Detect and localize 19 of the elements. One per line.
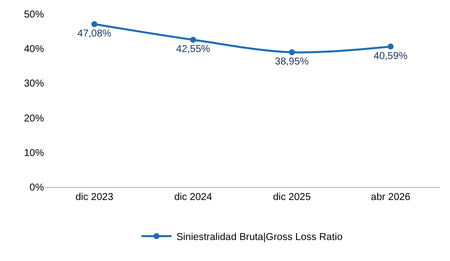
y-tick-label: 20% bbox=[24, 113, 44, 124]
x-tick-label: abr 2026 bbox=[370, 192, 411, 203]
point bbox=[288, 49, 295, 56]
data-label: 40,59% bbox=[374, 50, 408, 62]
y-tick-label: 0% bbox=[30, 182, 44, 194]
y-tick-label: 10% bbox=[24, 148, 44, 159]
x-tick-label: dic 2025 bbox=[272, 192, 312, 203]
data-label: 47,08% bbox=[77, 28, 112, 40]
y-tick-label: 30% bbox=[24, 78, 44, 90]
y-tick-label: 40% bbox=[24, 44, 44, 56]
point bbox=[190, 36, 196, 43]
y-tick-label: 50% bbox=[24, 10, 44, 20]
point bbox=[388, 44, 394, 50]
x-tick-label: dic 2024 bbox=[174, 192, 212, 203]
point bbox=[91, 21, 98, 28]
data-label: 42,55% bbox=[176, 44, 210, 56]
data-label: 38,95% bbox=[274, 56, 309, 68]
x-tick-label: dic 2023 bbox=[75, 192, 114, 203]
legend-label: Siniestralidad Bruta|Gross Loss Ratio bbox=[176, 232, 343, 243]
